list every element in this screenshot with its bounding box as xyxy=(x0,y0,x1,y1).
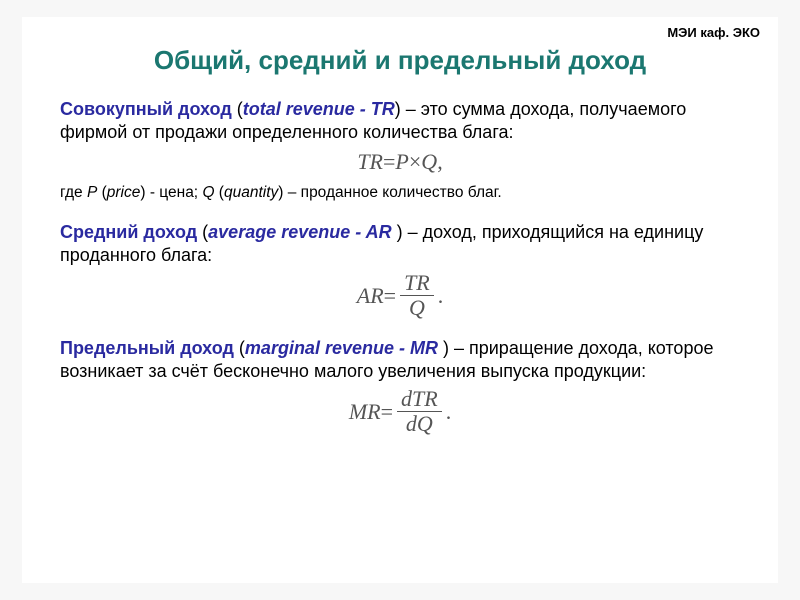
mr-formula-eq: = xyxy=(381,401,393,423)
tr-formula-times: × xyxy=(409,151,421,173)
mr-formula: MR = dTRdQ. xyxy=(60,388,740,435)
ar-num: TR xyxy=(400,272,434,296)
tr-formula-q: Q xyxy=(421,151,437,173)
section-total-revenue: Совокупный доход (total revenue - TR) – … xyxy=(60,98,740,143)
ar-formula: AR = TRQ. xyxy=(60,272,740,319)
tr-formula-comma: , xyxy=(437,151,443,173)
ar-formula-eq: = xyxy=(384,285,396,307)
tr-where-p-open: ( xyxy=(97,184,106,201)
ar-dot: . xyxy=(438,285,444,307)
tr-where-q-txt: – проданное количество благ. xyxy=(283,184,501,201)
tr-formula-left: TR xyxy=(357,151,383,173)
mr-den: dQ xyxy=(397,412,442,435)
tr-where-q-open: ( xyxy=(215,184,224,201)
page-title: Общий, средний и предельный доход xyxy=(60,45,740,76)
section-average-revenue: Средний доход (average revenue - AR ) – … xyxy=(60,221,740,266)
slide: МЭИ каф. ЭКО Общий, средний и предельный… xyxy=(22,17,778,583)
tr-where-p-txt: - цена; xyxy=(146,184,203,201)
tr-where: где P (price) - цена; Q (quantity) – про… xyxy=(60,183,740,203)
ar-term-italic: average revenue - AR xyxy=(208,222,396,242)
tr-term-italic: total revenue - TR xyxy=(243,99,395,119)
mr-fraction: dTRdQ xyxy=(397,388,442,435)
mr-num: dTR xyxy=(397,388,442,412)
ar-formula-left: AR xyxy=(357,285,384,307)
tr-where-p-lbl: price xyxy=(107,184,141,201)
ar-den: Q xyxy=(400,296,434,319)
tr-where-q-lbl: quantity xyxy=(224,184,278,201)
mr-term: Предельный доход xyxy=(60,338,239,358)
tr-where-q: Q xyxy=(202,184,214,201)
tr-formula-eq: = xyxy=(383,151,395,173)
ar-fraction: TRQ xyxy=(400,272,434,319)
ar-term: Средний доход xyxy=(60,222,202,242)
tr-formula: TR = P × Q, xyxy=(60,149,740,173)
section-marginal-revenue: Предельный доход (marginal revenue - MR … xyxy=(60,337,740,382)
tr-formula-p: P xyxy=(395,151,408,173)
tr-term: Совокупный доход xyxy=(60,99,237,119)
mr-formula-left: MR xyxy=(349,401,381,423)
header-corner: МЭИ каф. ЭКО xyxy=(667,25,760,40)
mr-dot: . xyxy=(446,401,452,423)
tr-where-p: P xyxy=(87,184,97,201)
mr-term-italic: marginal revenue - MR xyxy=(245,338,443,358)
tr-where-label: где xyxy=(60,184,87,201)
